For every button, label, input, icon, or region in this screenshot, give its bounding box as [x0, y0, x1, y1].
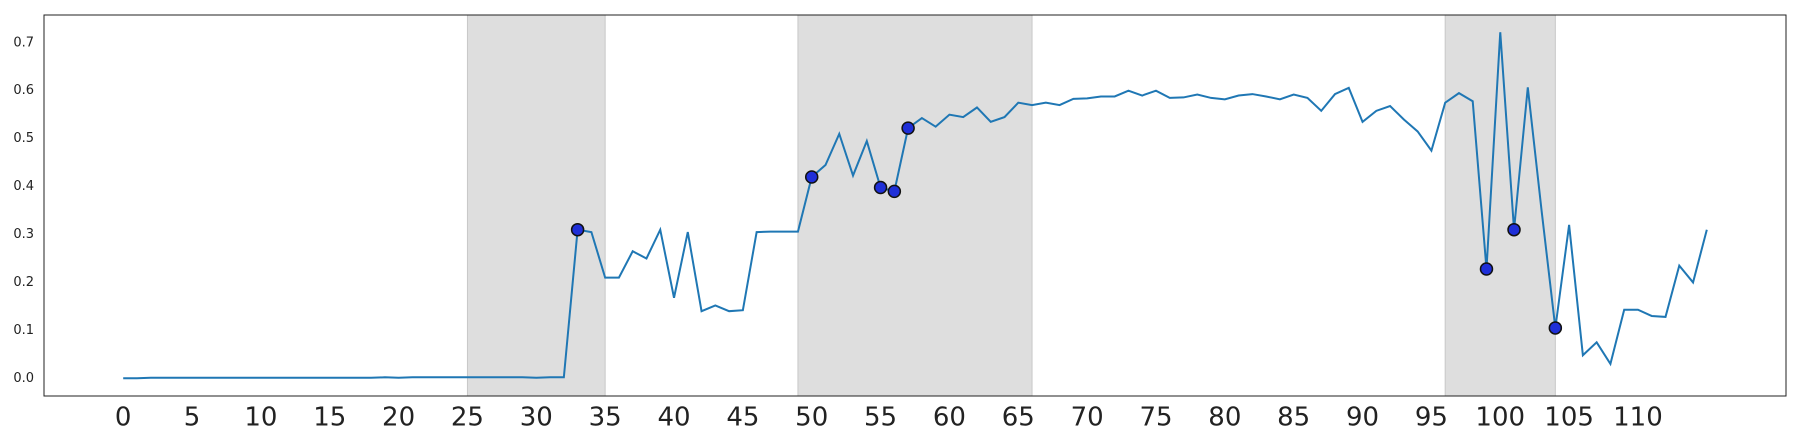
highlight-marker [1479, 262, 1494, 276]
x-tick-label: 65 [1002, 403, 1035, 433]
y-tick-label: 0.4 [13, 179, 34, 194]
y-tick-label: 0.2 [13, 275, 34, 290]
x-tick-label: 95 [1415, 403, 1448, 433]
highlight-marker [570, 222, 585, 237]
highlight-marker [804, 170, 819, 184]
highlight-marker [901, 121, 915, 135]
x-tick-label: 90 [1346, 403, 1379, 433]
highlight-marker [1507, 222, 1521, 237]
x-tick-label: 70 [1071, 403, 1104, 433]
highlight-marker [1548, 321, 1563, 335]
x-tick-label: 85 [1277, 403, 1310, 433]
x-tick-label: 25 [451, 403, 484, 433]
x-tick-label: 35 [589, 403, 622, 433]
x-tick-label: 0 [115, 403, 132, 433]
y-tick-label: 0.1 [13, 323, 34, 338]
x-tick-label: 45 [726, 403, 759, 433]
highlight-marker [887, 184, 902, 199]
x-tick-label: 15 [313, 403, 346, 433]
y-tick-label: 0.6 [13, 83, 34, 98]
x-tick-label: 100 [1475, 403, 1525, 433]
highlight-span [1444, 14, 1556, 397]
y-tick-label: 0.7 [13, 35, 34, 50]
y-tick-label: 0.5 [13, 131, 34, 146]
x-tick-label: 50 [795, 403, 828, 433]
x-tick-label: 40 [657, 403, 690, 433]
x-tick-label: 60 [933, 403, 966, 433]
data-line [123, 32, 1708, 380]
highlight-span [797, 14, 1033, 397]
x-tick-label: 55 [864, 403, 897, 433]
plot-frame [43, 14, 1787, 397]
highlight-span [466, 14, 606, 397]
x-tick-label: 75 [1139, 403, 1172, 433]
x-tick-label: 5 [184, 403, 201, 433]
x-tick-label: 10 [244, 403, 277, 433]
x-tick-label: 80 [1208, 403, 1241, 433]
x-tick-label: 20 [382, 403, 415, 433]
highlight-marker [873, 180, 888, 195]
y-tick-label: 0.0 [13, 371, 34, 386]
x-tick-label: 110 [1613, 403, 1663, 433]
x-tick-label: 105 [1544, 403, 1594, 433]
x-tick-label: 30 [520, 403, 553, 433]
y-tick-label: 0.3 [13, 227, 34, 242]
